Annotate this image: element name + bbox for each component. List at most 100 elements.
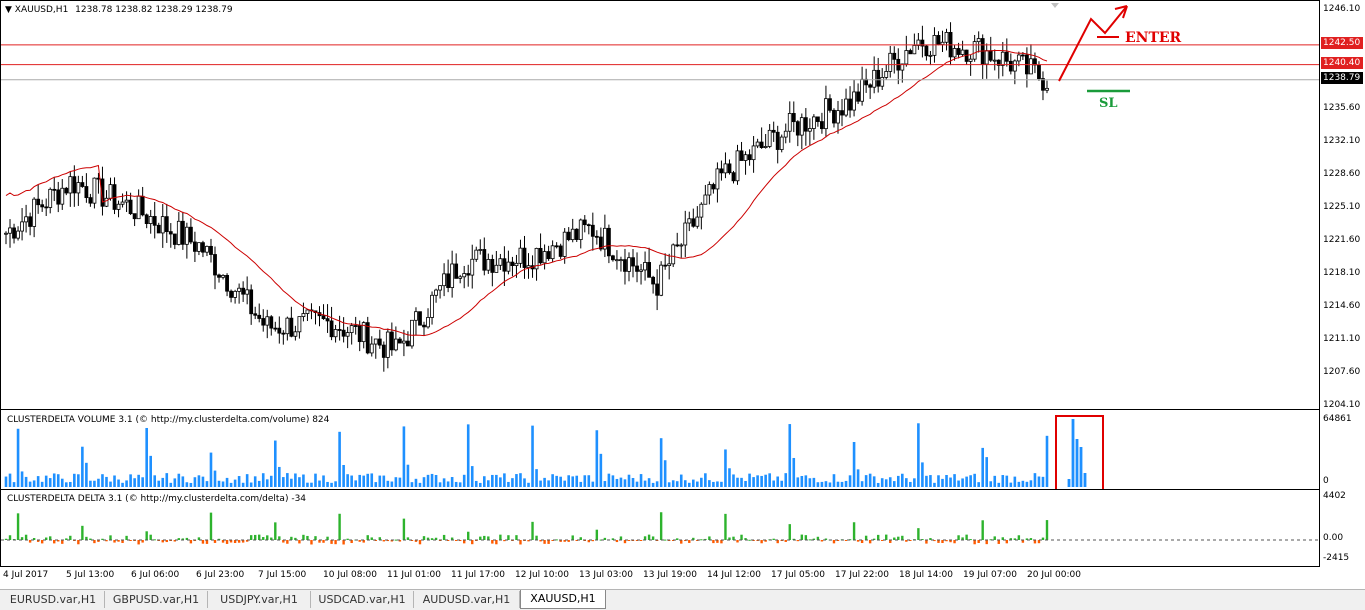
delta-bar bbox=[378, 537, 381, 540]
volume-bar bbox=[667, 482, 671, 487]
volume-bar bbox=[611, 475, 615, 487]
delta-bar bbox=[563, 540, 566, 542]
tab-gbpusd[interactable]: GBPUSD.var,H1 bbox=[105, 591, 208, 608]
tab-usdjpy[interactable]: USDJPY.var,H1 bbox=[208, 591, 311, 608]
volume-bar bbox=[109, 481, 112, 487]
tab-audusd[interactable]: AUDUSD.var,H1 bbox=[414, 591, 520, 608]
level-badge-1242: 1242.50 bbox=[1321, 37, 1363, 49]
candle-body bbox=[365, 322, 370, 354]
candle-body bbox=[321, 315, 326, 320]
enter-annotation: ENTER bbox=[1125, 30, 1182, 46]
volume-bar bbox=[740, 477, 743, 487]
volume-bar bbox=[587, 475, 591, 487]
volume-bar bbox=[547, 480, 550, 487]
delta-bar bbox=[547, 540, 550, 544]
volume-bar bbox=[1037, 476, 1041, 487]
delta-bar bbox=[676, 538, 679, 540]
delta-bar bbox=[832, 540, 836, 544]
candle-body bbox=[265, 316, 270, 326]
volume-bar bbox=[708, 480, 711, 487]
delta-bar bbox=[551, 540, 554, 541]
candle-body bbox=[1033, 58, 1037, 66]
volume-bar bbox=[760, 475, 763, 487]
delta-bar bbox=[28, 540, 32, 543]
candle-body bbox=[40, 204, 45, 208]
candle-body bbox=[542, 251, 547, 264]
tab-eurusd[interactable]: EURUSD.var,H1 bbox=[2, 591, 105, 608]
delta-bar bbox=[941, 540, 944, 544]
volume-bar bbox=[876, 482, 880, 487]
level-badge-1240: 1240.40 bbox=[1321, 57, 1363, 69]
delta-bar bbox=[245, 540, 249, 542]
candle-body bbox=[687, 218, 692, 224]
volume-bar bbox=[925, 475, 928, 487]
delta-bar bbox=[278, 536, 281, 540]
candle-body bbox=[960, 49, 965, 55]
candle-body bbox=[671, 244, 676, 265]
delta-bar bbox=[579, 537, 582, 540]
delta-bar bbox=[527, 540, 530, 542]
volume-bar bbox=[555, 475, 558, 487]
volume-bar bbox=[446, 481, 450, 487]
chart-tabs-bar: EURUSD.var,H1 GBPUSD.var,H1 USDJPY.var,H… bbox=[0, 589, 1365, 610]
volume-bar bbox=[209, 452, 213, 487]
volume-bar bbox=[543, 477, 546, 487]
delta-bar bbox=[929, 538, 932, 540]
tab-xauusd[interactable]: XAUUSD,H1 bbox=[520, 590, 606, 609]
volume-bar bbox=[314, 473, 317, 487]
volume-bar bbox=[185, 482, 189, 487]
candle-body bbox=[723, 163, 728, 174]
volume-bar bbox=[282, 477, 285, 487]
candle-body bbox=[349, 325, 354, 333]
candle-body bbox=[406, 340, 410, 347]
delta-bar bbox=[1013, 538, 1017, 540]
candle-body bbox=[844, 98, 848, 116]
candle-body bbox=[458, 276, 463, 279]
volume-bar bbox=[346, 474, 349, 487]
volume-bar bbox=[531, 425, 534, 487]
candle-body bbox=[1020, 54, 1025, 57]
candle-body bbox=[1012, 60, 1017, 72]
volume-bar bbox=[663, 460, 667, 487]
volume-bar bbox=[306, 482, 309, 487]
volume-bar bbox=[687, 482, 691, 487]
candle-body bbox=[48, 188, 53, 208]
candle-body bbox=[852, 91, 856, 111]
delta-bar bbox=[945, 540, 948, 542]
delta-bar bbox=[1001, 537, 1004, 540]
candle-body bbox=[197, 242, 201, 252]
volume-pane[interactable]: CLUSTERDELTA VOLUME 3.1 (© http://my.clu… bbox=[0, 409, 1320, 490]
volume-bar bbox=[438, 482, 442, 487]
tab-usdcad[interactable]: USDCAD.var,H1 bbox=[311, 591, 414, 608]
price-chart-pane[interactable]: ENTER SL ▼ XAUUSD,H1 1238.78 1238.82 1238… bbox=[0, 0, 1320, 410]
delta-bar bbox=[105, 540, 108, 542]
delta-bar bbox=[575, 540, 578, 541]
volume-bar bbox=[872, 476, 876, 487]
chart-menu-triangle-icon[interactable]: ▼ bbox=[5, 5, 12, 15]
delta-bar bbox=[165, 540, 168, 543]
candle-body bbox=[799, 117, 804, 136]
candle-body bbox=[213, 254, 217, 276]
delta-bar bbox=[603, 537, 607, 540]
delta-bar bbox=[458, 540, 462, 542]
candle-body bbox=[783, 130, 788, 138]
candle-body bbox=[651, 276, 656, 285]
volume-bar bbox=[651, 482, 655, 487]
price-chart-svg: ENTER SL bbox=[1, 3, 1319, 372]
delta-bar bbox=[310, 540, 313, 545]
volume-bar bbox=[748, 473, 751, 487]
candle-body bbox=[811, 116, 816, 129]
delta-bar bbox=[109, 535, 112, 540]
candle-body bbox=[578, 219, 583, 240]
delta-bar bbox=[113, 540, 116, 543]
delta-bar bbox=[342, 540, 345, 545]
delta-bar bbox=[985, 540, 988, 545]
delta-pane[interactable]: CLUSTERDELTA DELTA 3.1 (© http://my.clus… bbox=[0, 489, 1320, 567]
volume-bar bbox=[981, 447, 984, 487]
candle-body bbox=[249, 289, 254, 315]
candle-body bbox=[297, 316, 302, 333]
volume-bar bbox=[442, 478, 446, 487]
volume-bar bbox=[579, 481, 583, 487]
volume-bar bbox=[1033, 473, 1037, 487]
candle-body bbox=[305, 309, 310, 314]
